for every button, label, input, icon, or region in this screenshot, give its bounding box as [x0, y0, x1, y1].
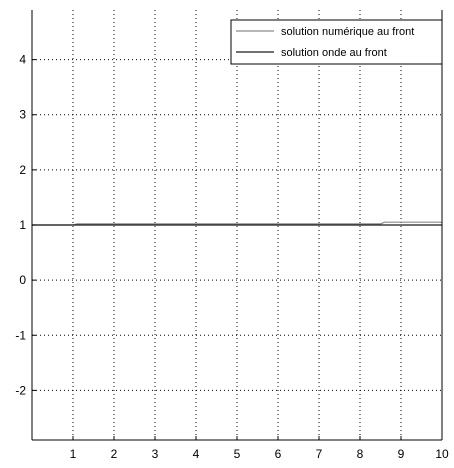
x-tick-label: 9: [398, 447, 405, 461]
axes: [31, 10, 443, 441]
x-tick-label: 1: [70, 447, 77, 461]
y-tick-label: 2: [19, 163, 26, 177]
legend-label-1: solution numérique au front: [281, 26, 414, 38]
y-tick-label: -1: [15, 328, 26, 342]
y-tick-label: -2: [15, 383, 26, 397]
y-tick-label: 0: [19, 273, 26, 287]
series-lines: [32, 221, 442, 226]
x-tick-label: 2: [111, 447, 118, 461]
x-tick-label: 10: [435, 447, 449, 461]
x-tick-label: 4: [193, 447, 200, 461]
x-tick-label: 6: [275, 447, 282, 461]
x-tick-label: 3: [152, 447, 159, 461]
x-tick-label: 7: [316, 447, 323, 461]
legend-box: [230, 19, 443, 65]
legend-label-2: solution onde au front: [281, 47, 387, 59]
y-tick-label: 1: [19, 218, 26, 232]
x-tick-label: 8: [357, 447, 364, 461]
y-tick-label: 4: [19, 53, 26, 67]
legend: solution numérique au front solution onde…: [230, 19, 443, 65]
x-tick-label: 5: [234, 447, 241, 461]
y-tick-label: 3: [19, 108, 26, 122]
tick-labels: 1 2 3 4 5 6 7 8 9 10 -2 -1 0 1 2 3 4: [15, 53, 449, 461]
